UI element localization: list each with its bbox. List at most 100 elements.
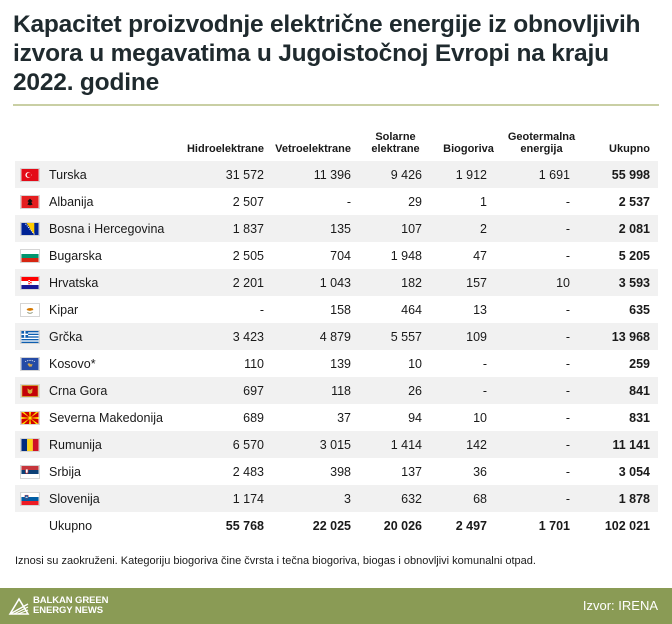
flag-cell: [15, 350, 45, 377]
cell-hydro: 31 572: [178, 161, 270, 188]
bulgaria-flag-icon: [20, 248, 45, 263]
cell-bio: 2: [440, 215, 503, 242]
country-name: Rumunija: [45, 431, 178, 458]
cell-wind: 135: [270, 215, 357, 242]
cell-total: 5 205: [618, 248, 650, 263]
cell-total: 2 081: [586, 215, 658, 242]
cell-solar: 137: [401, 464, 422, 479]
cell-bio: -: [482, 356, 487, 371]
cell-hydro: -: [259, 302, 264, 317]
table-row: Kipar - 158 464 13 - 635: [15, 296, 658, 323]
cell-geo: -: [503, 431, 586, 458]
country-name: Slovenija: [45, 485, 178, 512]
greece-flag-icon: [20, 329, 45, 344]
country-name: Kipar: [49, 302, 79, 317]
cell-bio: 142: [440, 431, 503, 458]
country-name: Bugarska: [49, 248, 102, 263]
table-row: Turska 31 572 11 396 9 426 1 912 1 691 55 998: [15, 161, 658, 188]
cell-hydro: 3 423: [178, 323, 270, 350]
country-name: Turska: [45, 161, 178, 188]
header-solar: Solarne elektrane: [371, 131, 420, 155]
flag-cell: [15, 215, 45, 242]
cell-geo: 10: [503, 269, 586, 296]
cell-total: 55 998: [586, 161, 658, 188]
flag-cell: [15, 269, 45, 296]
page-title: Kapacitet proizvodnje električne energij…: [13, 11, 641, 96]
turkey-flag-icon: [20, 167, 45, 182]
cell-total: 3 593: [586, 269, 658, 296]
cell-bio: 1 912: [440, 161, 503, 188]
table-row: Crna Gora 697 118 26- -841: [15, 377, 658, 404]
cell-total: 3 054: [618, 464, 650, 479]
cell-geo: -: [565, 464, 570, 479]
table-row: Rumunija 6 570 3 015 1 414 142-11 141: [15, 431, 658, 458]
total-hydro: 55 768: [225, 518, 264, 533]
table-row: Srbija 2 483 398 137 36 - 3 054: [15, 458, 658, 485]
header-flag: [15, 128, 45, 161]
cell-solar: 632: [357, 485, 440, 512]
cell-geo: -: [565, 194, 570, 209]
cell-wind: 3: [270, 485, 357, 512]
brand-logo-text: BALKAN GREEN ENERGY NEWS: [33, 596, 108, 616]
country-name: Severna Makedonija: [49, 410, 163, 425]
table-row: Slovenija 1 174 3 632 68-1 878: [15, 485, 658, 512]
cell-hydro: 1 837: [178, 215, 270, 242]
cell-geo: 1 691: [503, 161, 586, 188]
title-divider: [13, 104, 659, 106]
header-wind: Vetroelektrane: [275, 143, 351, 155]
serbia-flag-icon: [20, 464, 45, 479]
total-geo: 1 701: [538, 518, 570, 533]
cell-bio: 36: [473, 464, 487, 479]
cell-total: 831: [629, 410, 650, 425]
romania-flag-icon: [20, 437, 45, 452]
country-name: Crna Gora: [45, 377, 178, 404]
bosnia-flag-icon: [20, 221, 45, 236]
flag-cell: [15, 431, 45, 458]
cell-solar: 1 948: [390, 248, 422, 263]
flag-cell: [15, 377, 45, 404]
cell-total: 2 537: [618, 194, 650, 209]
cell-hydro: 2 507: [232, 194, 264, 209]
cell-wind: 3 015: [270, 431, 357, 458]
cell-geo: -: [565, 410, 570, 425]
bgen-logo-icon: [8, 597, 30, 615]
table-row: Kosovo* 110 139 10 - - 259: [15, 350, 658, 377]
table-row: Grčka 3 423 4 879 5 557 109-13 968: [15, 323, 658, 350]
cell-solar: 1 414: [357, 431, 440, 458]
cell-wind: 37: [337, 410, 351, 425]
cell-total: 11 141: [586, 431, 658, 458]
total-wind: 22 025: [312, 518, 351, 533]
cell-geo: -: [503, 485, 586, 512]
flag-cell: [15, 404, 45, 431]
country-name: Bosna i Hercegovina: [45, 215, 178, 242]
cyprus-flag-icon: [20, 302, 45, 317]
source-label: Izvor: IRENA: [582, 598, 658, 613]
cell-bio: 10: [473, 410, 487, 425]
cell-hydro: 697: [178, 377, 270, 404]
total-solar: 20 026: [383, 518, 422, 533]
flag-cell: [15, 458, 45, 485]
flag-cell: [15, 296, 45, 323]
table-header-row: Hidroelektrane Vetroelektrane Solarne el…: [15, 128, 658, 161]
cell-wind: 139: [330, 356, 351, 371]
total-bio: 2 497: [455, 518, 487, 533]
footnote: Iznosi su zaokruženi. Kategoriju biogori…: [15, 555, 536, 567]
table-row: Albanija 2 507 - 29 1 - 2 537: [15, 188, 658, 215]
cell-hydro: 2 505: [232, 248, 264, 263]
flag-cell: [15, 161, 45, 188]
cell-hydro: 110: [244, 356, 264, 371]
flag-cell: [15, 485, 45, 512]
montenegro-flag-icon: [20, 383, 45, 398]
cell-hydro: 6 570: [178, 431, 270, 458]
country-name: Hrvatska: [45, 269, 178, 296]
slovenia-flag-icon: [20, 491, 45, 506]
totals-row: Ukupno 55 768 22 025 20 026 2 497 1 701 102 02…: [15, 512, 658, 539]
cell-total: 13 968: [586, 323, 658, 350]
table-row: Bugarska 2 505 704 1 948 47 - 5 205: [15, 242, 658, 269]
cell-total: 259: [629, 356, 650, 371]
cell-solar: 94: [408, 410, 422, 425]
cell-total: 841: [586, 377, 658, 404]
table-row: Hrvatska 2 201 1 043 182 157 10 3 593: [15, 269, 658, 296]
capacity-table: Hidroelektrane Vetroelektrane Solarne el…: [15, 128, 658, 539]
cell-geo: -: [503, 215, 586, 242]
